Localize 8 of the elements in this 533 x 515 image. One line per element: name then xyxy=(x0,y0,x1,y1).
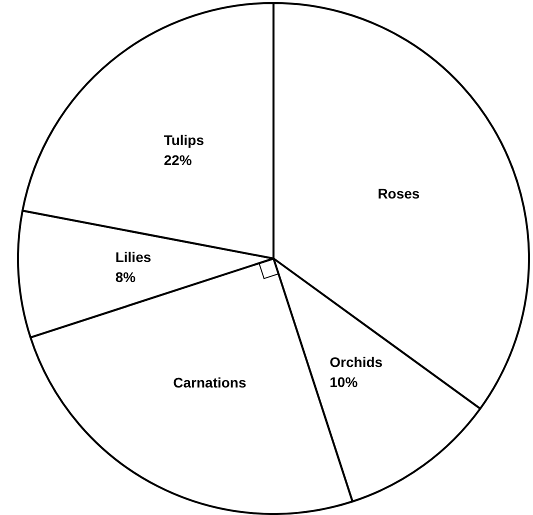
slice-label: Lilies xyxy=(115,249,152,266)
data-label: 8% xyxy=(115,269,136,286)
slice-label: Orchids xyxy=(330,354,383,370)
slice-label: Carnations xyxy=(173,374,246,391)
slice-label: Tulips xyxy=(164,132,204,148)
data-label: 22% xyxy=(164,152,192,168)
slice-label: Roses xyxy=(378,186,420,202)
data-label: 10% xyxy=(330,374,358,390)
